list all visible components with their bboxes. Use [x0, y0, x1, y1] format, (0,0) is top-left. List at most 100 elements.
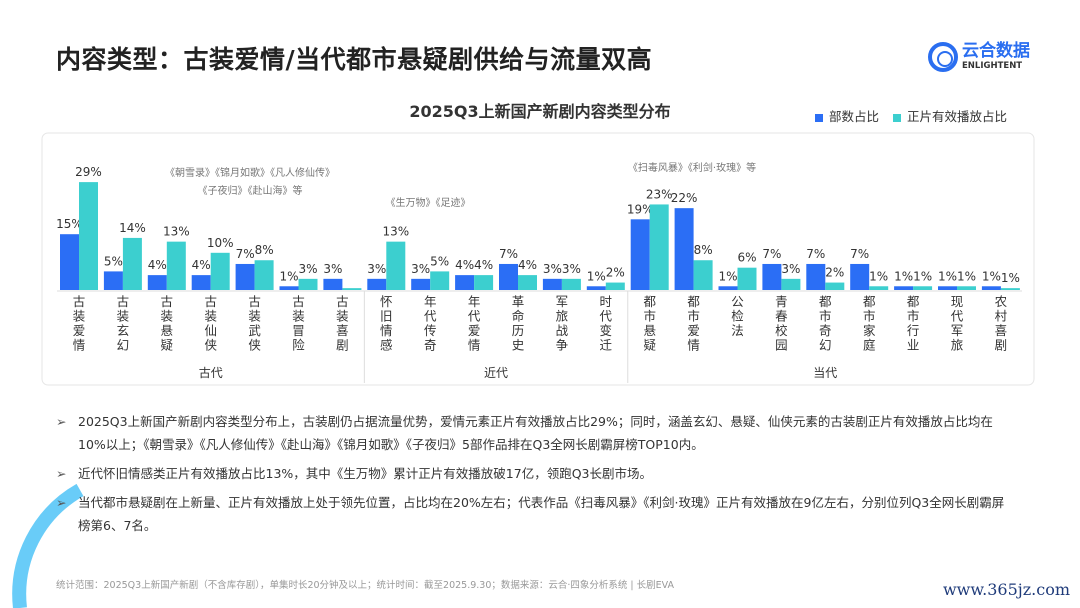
bar-series1 — [279, 286, 299, 290]
category-label: 都 — [687, 294, 700, 309]
data-label: 15% — [56, 217, 83, 231]
data-label: 4% — [148, 258, 167, 272]
category-label: 喜 — [995, 323, 1008, 338]
legend-swatch — [893, 113, 902, 122]
category-label: 爱 — [687, 323, 700, 338]
bar-series1 — [455, 275, 475, 290]
category-label: 代 — [424, 309, 437, 324]
data-label: 3% — [367, 262, 386, 276]
data-label: 1% — [982, 269, 1001, 283]
category-label: 装 — [248, 309, 261, 324]
category-label: 装 — [336, 309, 349, 324]
category-label: 年 — [424, 294, 437, 309]
bar-series2 — [210, 252, 230, 290]
bar-series2 — [561, 278, 581, 290]
category-label: 幻 — [117, 338, 130, 353]
category-label: 旅 — [556, 309, 569, 324]
bar-series2 — [693, 260, 713, 290]
bar-series1 — [411, 278, 431, 290]
category-label: 情 — [468, 338, 481, 353]
bar-series2 — [781, 278, 801, 290]
category-label: 情 — [380, 323, 393, 338]
data-label: 1% — [869, 269, 888, 283]
bar-series2 — [737, 267, 757, 290]
category-label: 感 — [380, 338, 393, 353]
category-label: 装 — [117, 309, 130, 324]
bar-series2 — [825, 282, 845, 290]
category-label: 法 — [731, 323, 744, 338]
bar-series1 — [235, 263, 255, 290]
data-label: 10% — [207, 236, 234, 250]
category-label: 爱 — [73, 323, 86, 338]
category-label: 疑 — [161, 338, 174, 353]
data-label: 14% — [119, 221, 146, 235]
category-label: 传 — [424, 323, 437, 338]
data-label: 23% — [646, 187, 673, 201]
bar-series2 — [518, 275, 537, 290]
data-label: 19% — [627, 202, 654, 216]
category-label: 青 — [775, 294, 788, 309]
category-label: 市 — [907, 309, 920, 324]
bar-series1 — [499, 263, 518, 290]
category-label: 迁 — [600, 338, 613, 353]
bar-series1 — [147, 275, 167, 290]
category-label: 都 — [907, 294, 920, 309]
category-label: 侠 — [248, 338, 261, 353]
data-label: 7% — [762, 247, 781, 261]
category-label: 市 — [819, 309, 832, 324]
category-label: 爱 — [468, 323, 481, 338]
bar-series1 — [367, 278, 387, 290]
data-label: 1% — [913, 269, 932, 283]
data-label: 1% — [1001, 271, 1020, 285]
data-label: 3% — [411, 262, 430, 276]
category-label: 情 — [687, 338, 700, 353]
bar-series2 — [649, 204, 669, 290]
bar-series2 — [254, 260, 274, 290]
category-label: 家 — [863, 323, 876, 338]
bar-series1 — [542, 278, 562, 290]
category-label: 剧 — [995, 338, 1008, 353]
category-label: 古 — [117, 294, 130, 309]
bullet-list: ➢ 2025Q3上新国产新剧内容类型分布上，古装剧仍占据流量优势，爱情元素正片有效… — [56, 410, 1016, 543]
data-label: 6% — [737, 251, 756, 265]
bar-series2 — [342, 288, 362, 290]
group-label: 近代 — [484, 366, 508, 380]
data-label: 1% — [279, 269, 298, 283]
data-label: 4% — [192, 258, 211, 272]
bar-chart: 古代 近代 当代15%29%古装爱情5%14%古装玄幻4%13%古装悬疑4%10%古… — [41, 132, 1035, 386]
data-label: 8% — [694, 243, 713, 257]
bar-series1 — [806, 263, 826, 290]
legend-swatch — [815, 113, 823, 122]
data-label: 4% — [474, 258, 493, 272]
data-label: 1% — [894, 269, 913, 283]
legend-item-series2: 正片有效播放占比 — [893, 106, 1007, 125]
bar-series1 — [718, 286, 738, 290]
category-label: 军 — [951, 323, 964, 338]
category-label: 争 — [556, 338, 569, 353]
data-label: 5% — [430, 254, 449, 268]
annotation: 《生万物》《足迹》 — [386, 196, 471, 209]
category-label: 古 — [161, 294, 174, 309]
bar-series2 — [386, 241, 406, 290]
data-label: 3% — [781, 262, 800, 276]
category-label: 古 — [248, 294, 261, 309]
logo-icon — [928, 42, 958, 72]
bar-series2 — [605, 282, 625, 290]
bar-series1 — [938, 286, 957, 290]
category-label: 市 — [687, 309, 700, 324]
data-label: 3% — [298, 262, 317, 276]
category-label: 公 — [731, 294, 744, 309]
category-label: 庭 — [863, 338, 876, 353]
category-label: 侠 — [204, 338, 217, 353]
data-label: 4% — [518, 258, 537, 272]
data-label: 3% — [323, 262, 342, 276]
data-label: 8% — [255, 243, 274, 257]
category-label: 校 — [775, 323, 788, 338]
category-label: 史 — [512, 338, 525, 353]
data-label: 7% — [850, 247, 869, 261]
category-label: 都 — [819, 294, 832, 309]
bar-series2 — [474, 275, 494, 290]
category-label: 旅 — [951, 338, 964, 353]
bullet-item: ➢ 2025Q3上新国产新剧内容类型分布上，古装剧仍占据流量优势，爱情元素正片有效… — [56, 414, 993, 452]
category-label: 奇 — [819, 323, 832, 338]
